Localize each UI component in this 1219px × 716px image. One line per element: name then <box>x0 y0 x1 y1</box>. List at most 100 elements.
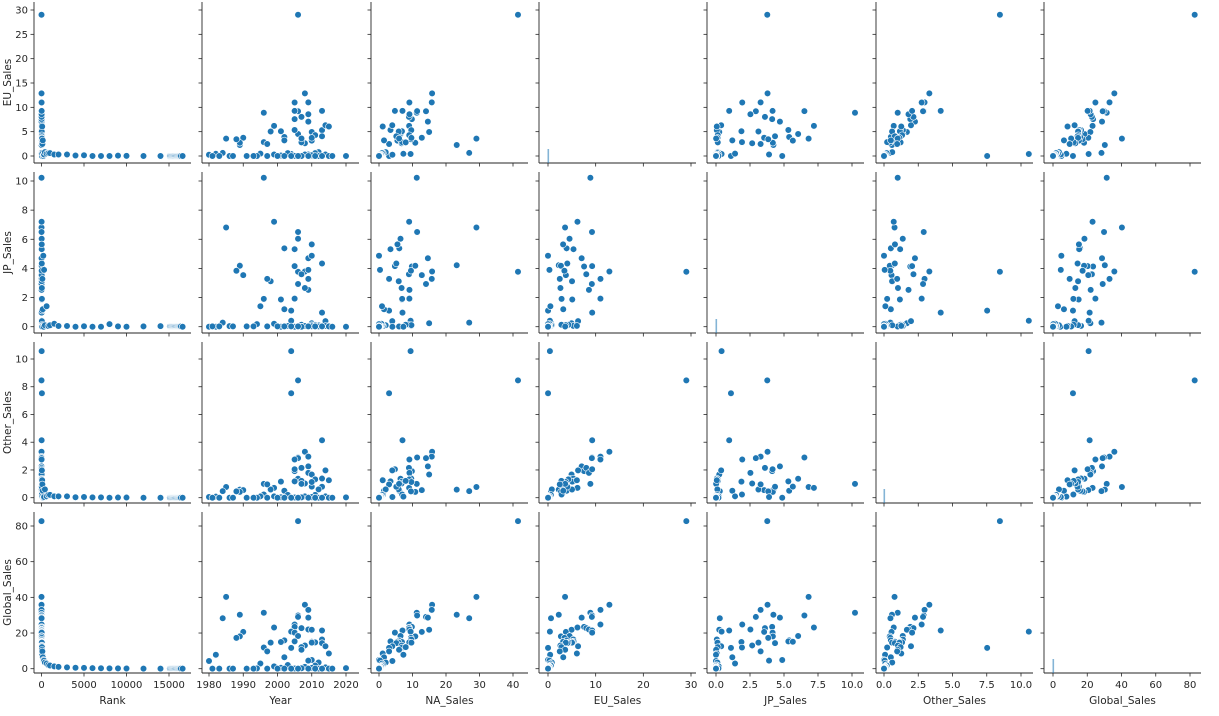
data-point <box>544 494 552 502</box>
data-point <box>399 492 407 501</box>
data-point <box>588 629 596 637</box>
data-point <box>765 150 773 159</box>
data-point <box>568 277 576 285</box>
data-point <box>556 647 564 655</box>
data-point <box>424 462 432 470</box>
data-point <box>301 89 309 97</box>
data-point <box>375 252 383 260</box>
data-point <box>318 474 326 483</box>
x-tick-label: 20 <box>637 680 650 691</box>
panel-Global_Sales-vs-Other_Sales: 0.0 2.5 5.0 7.5 10.0 <box>872 512 1033 691</box>
x-tick-label: 2000 <box>265 680 290 691</box>
y-tick-label: 0 <box>22 152 28 163</box>
data-point <box>573 476 581 484</box>
data-point <box>402 138 410 146</box>
data-point <box>413 453 421 462</box>
data-point <box>588 280 596 288</box>
data-point <box>752 454 760 462</box>
data-point <box>752 613 760 621</box>
x-axis-label: Rank <box>99 695 126 707</box>
data-point <box>716 614 724 622</box>
data-point <box>291 115 299 123</box>
data-point <box>294 494 302 502</box>
data-point <box>810 484 818 492</box>
data-point <box>728 136 736 145</box>
data-point <box>318 494 326 502</box>
data-point <box>422 280 430 288</box>
data-point <box>557 262 565 270</box>
data-point <box>778 656 786 664</box>
data-point <box>37 517 46 525</box>
data-point <box>304 494 312 502</box>
y-tick-label: 8 <box>22 206 28 217</box>
data-point <box>712 651 720 659</box>
data-point <box>738 138 746 146</box>
data-point <box>304 266 312 274</box>
data-point <box>1049 152 1057 160</box>
data-point <box>294 517 302 525</box>
data-point <box>205 657 213 665</box>
data-point <box>769 611 777 619</box>
data-point <box>236 611 244 619</box>
data-point <box>778 152 786 160</box>
data-point <box>556 275 564 283</box>
data-point <box>413 174 421 182</box>
panel-Global_Sales-vs-NA_Sales: 0 10 20 30 40 <box>367 512 528 691</box>
data-point <box>325 122 333 131</box>
data-point <box>996 517 1004 525</box>
data-point <box>1071 284 1079 292</box>
data-point <box>328 323 336 331</box>
data-point <box>768 107 777 115</box>
data-point <box>561 593 569 601</box>
x-axis-label: EU_Sales <box>594 695 642 707</box>
data-point <box>557 295 566 303</box>
x-tick-label: 10 <box>406 680 419 691</box>
data-point <box>263 152 271 160</box>
data-point <box>794 632 802 640</box>
data-point <box>406 150 415 158</box>
data-point <box>406 347 415 355</box>
x-tick-label: 7.5 <box>810 680 826 691</box>
y-axis-label: Other_Sales <box>2 391 14 454</box>
data-point <box>918 294 926 303</box>
data-point <box>1087 286 1095 294</box>
data-point <box>308 252 316 260</box>
data-point <box>413 107 421 115</box>
data-point <box>263 275 271 283</box>
data-point <box>385 647 393 655</box>
panel-EU_Sales-vs-JP_Sales <box>703 2 864 167</box>
data-point <box>422 454 430 462</box>
data-point <box>122 152 131 160</box>
data-point <box>39 252 47 260</box>
data-point <box>918 620 926 629</box>
data-point <box>38 347 46 355</box>
panel-JP_Sales-vs-Rank: 0 2 4 6 8 10 <box>15 172 191 337</box>
data-point <box>215 152 223 160</box>
data-point <box>287 307 295 315</box>
data-point <box>179 323 187 331</box>
data-point <box>1069 295 1077 303</box>
data-point <box>325 649 333 658</box>
data-point <box>894 109 902 117</box>
data-point <box>1025 317 1033 325</box>
data-point <box>682 376 690 384</box>
data-point <box>38 275 46 283</box>
panel-Global_Sales-vs-Year: 1980 1990 2000 2010 2020 <box>196 512 359 691</box>
data-point <box>38 295 46 303</box>
data-point <box>1070 121 1079 129</box>
data-point <box>800 107 809 115</box>
data-point <box>794 130 802 138</box>
data-point <box>559 653 567 661</box>
data-point <box>378 302 386 310</box>
data-point <box>911 614 919 622</box>
data-point <box>1057 252 1065 260</box>
data-point <box>909 270 918 278</box>
data-point <box>891 259 899 268</box>
data-point <box>899 235 907 243</box>
data-point <box>563 259 571 268</box>
data-point <box>1091 294 1100 303</box>
data-point <box>1101 141 1109 149</box>
data-point <box>385 140 393 148</box>
data-point <box>156 322 165 330</box>
data-point <box>422 107 430 115</box>
